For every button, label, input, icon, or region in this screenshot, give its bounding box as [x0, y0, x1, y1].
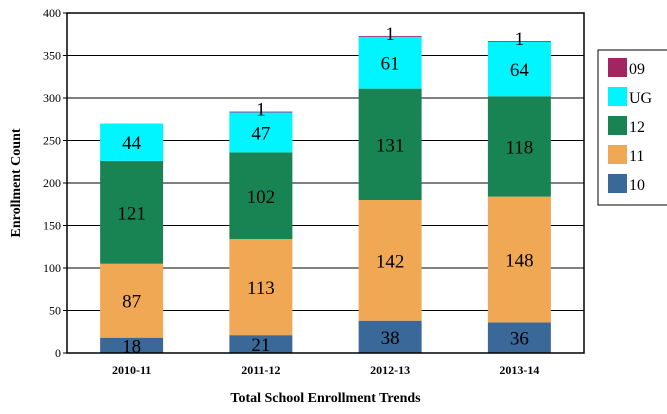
- y-tick-label: 200: [43, 176, 61, 190]
- x-axis-ticks: 2010-11 2011-12 2012-13 2013-14: [112, 363, 539, 377]
- data-label-11-2010-11: 87: [122, 292, 141, 313]
- legend-swatch-09: [608, 58, 627, 77]
- bar-stacks: [100, 35, 551, 353]
- bar-segment-12-2012-13: [358, 88, 422, 200]
- legend-swatch-11: [608, 145, 627, 164]
- y-tick-label: 300: [43, 91, 61, 105]
- segment-labels: 1887121442111310247138142131611361481186…: [117, 24, 533, 357]
- data-label-09-2013-14: 1: [515, 29, 525, 50]
- data-label-12-2011-12: 102: [247, 187, 276, 208]
- y-tick-label: 0: [55, 346, 61, 360]
- data-label-12-2012-13: 131: [376, 135, 405, 156]
- bar-segment-11-2010-11: [100, 263, 164, 338]
- x-tick-label: 2013-14: [499, 363, 539, 377]
- bar-segment-10-2010-11: [100, 337, 164, 353]
- y-tick-label: 350: [43, 49, 61, 63]
- legend-swatch-UG: [608, 87, 627, 106]
- data-label-11-2011-12: 113: [247, 278, 275, 299]
- bar-segment-UG-2012-13: [358, 36, 422, 89]
- data-label-11-2013-14: 148: [505, 251, 534, 272]
- bar-segment-10-2012-13: [358, 320, 422, 353]
- legend-label-11: 11: [629, 148, 644, 165]
- data-label-UG-2012-13: 61: [381, 54, 400, 75]
- x-axis-title: Total School Enrollment Trends: [230, 391, 421, 406]
- bar-segment-12-2010-11: [100, 160, 164, 264]
- legend: 09 UG 12 11 10: [597, 49, 667, 206]
- bar-segment-12-2011-12: [229, 152, 293, 240]
- bar-segment-12-2013-14: [487, 96, 551, 197]
- legend-label-10: 10: [629, 177, 645, 194]
- y-tick-label: 400: [43, 6, 61, 20]
- data-label-10-2011-12: 21: [251, 335, 270, 356]
- data-label-UG-2010-11: 44: [122, 133, 142, 154]
- data-label-09-2011-12: 1: [256, 100, 266, 121]
- data-label-10-2010-11: 18: [122, 336, 141, 357]
- y-axis-ticks: 0 50 100 150 200 250 300 350 400: [43, 6, 67, 360]
- x-tick-label: 2012-13: [370, 363, 410, 377]
- y-tick-label: 50: [49, 304, 61, 318]
- y-axis-title: Enrollment Count: [9, 128, 24, 237]
- y-tick-label: 100: [43, 261, 61, 275]
- bar-segment-11-2011-12: [229, 239, 293, 336]
- data-label-UG-2013-14: 64: [510, 60, 530, 81]
- bar-segment-09-2012-13: [358, 35, 422, 37]
- legend-label-12: 12: [629, 119, 645, 136]
- bar-segment-UG-2013-14: [487, 41, 551, 97]
- data-label-09-2012-13: 1: [385, 24, 395, 45]
- bar-segment-UG-2010-11: [100, 123, 164, 161]
- bar-segment-10-2013-14: [487, 322, 551, 353]
- bar-segment-09-2011-12: [229, 111, 293, 113]
- data-label-12-2013-14: 118: [505, 137, 533, 158]
- legend-label-UG: UG: [629, 90, 653, 107]
- bar-segment-09-2013-14: [487, 41, 551, 42]
- y-tick-label: 250: [43, 134, 61, 148]
- legend-label-09: 09: [629, 61, 645, 78]
- data-label-UG-2011-12: 47: [251, 123, 270, 144]
- bar-segment-10-2011-12: [229, 335, 293, 353]
- legend-swatch-10: [608, 174, 627, 193]
- x-tick-label: 2010-11: [112, 363, 151, 377]
- y-tick-label: 150: [43, 219, 61, 233]
- data-label-11-2012-13: 142: [376, 251, 405, 272]
- bar-segment-UG-2011-12: [229, 112, 293, 153]
- x-tick-label: 2011-12: [241, 363, 280, 377]
- bar-segment-11-2012-13: [358, 200, 422, 321]
- data-label-12-2010-11: 121: [117, 203, 146, 224]
- legend-swatch-12: [608, 116, 627, 135]
- data-label-10-2012-13: 38: [381, 328, 400, 349]
- bar-segment-11-2013-14: [487, 196, 551, 323]
- data-label-10-2013-14: 36: [510, 329, 529, 350]
